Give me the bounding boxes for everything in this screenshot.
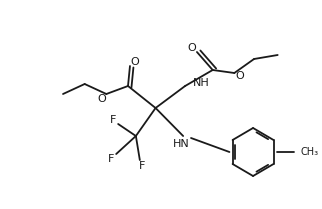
Text: O: O [188, 43, 196, 53]
Text: F: F [108, 154, 114, 164]
Text: HN: HN [173, 139, 190, 149]
Text: O: O [130, 57, 139, 67]
Text: O: O [97, 94, 106, 104]
Text: CH₃: CH₃ [300, 147, 318, 157]
Text: F: F [110, 115, 117, 125]
Text: O: O [235, 71, 244, 81]
Text: F: F [138, 161, 145, 171]
Text: NH: NH [193, 78, 210, 88]
